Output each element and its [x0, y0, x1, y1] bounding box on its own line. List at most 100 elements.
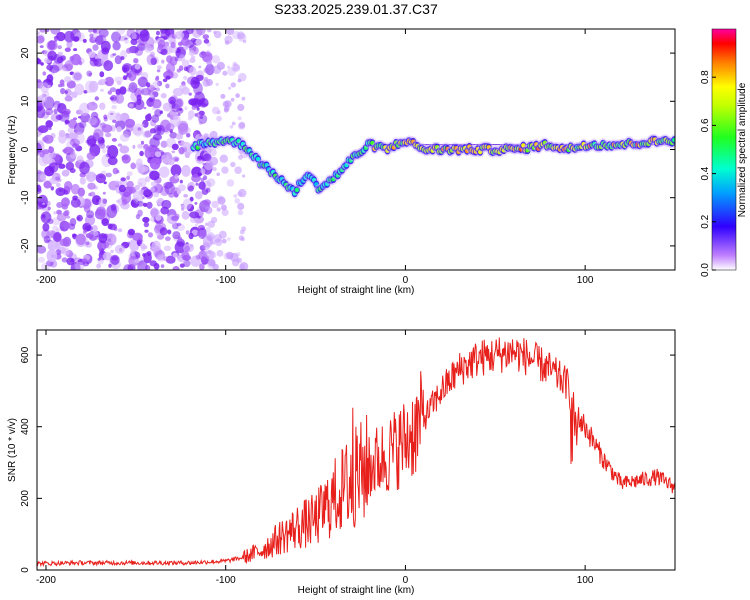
noise-blob — [152, 81, 160, 88]
noise-blob — [228, 86, 232, 90]
noise-blob — [209, 130, 218, 139]
ridge-core — [521, 143, 526, 148]
noise-blob — [87, 116, 98, 126]
noise-blob — [42, 149, 50, 155]
noise-blob — [71, 53, 82, 66]
noise-blob — [239, 262, 249, 270]
noise-blob — [37, 142, 42, 155]
y-tick-label: 200 — [20, 490, 31, 507]
noise-blob — [232, 30, 241, 40]
noise-blob — [58, 163, 66, 169]
noise-blob — [211, 106, 220, 115]
noise-blob — [37, 125, 49, 133]
noise-blob — [196, 107, 200, 111]
noise-blob — [128, 70, 137, 82]
noise-blob — [47, 50, 57, 61]
noise-blob — [74, 261, 85, 270]
noise-blob — [42, 222, 50, 232]
noise-blob — [236, 31, 245, 40]
noise-blob — [136, 43, 146, 51]
ridge-core — [195, 145, 200, 150]
noise-blob — [209, 156, 219, 166]
noise-blob — [78, 61, 83, 66]
noise-blob — [191, 105, 197, 110]
noise-blob — [101, 47, 110, 55]
noise-blob — [170, 164, 182, 177]
noise-blob — [150, 57, 157, 65]
noise-blob — [226, 179, 235, 187]
noise-blob — [48, 146, 55, 154]
noise-blob — [116, 29, 126, 35]
noise-blob — [114, 76, 124, 83]
noise-blob — [138, 189, 145, 197]
noise-blob — [96, 198, 99, 203]
noise-blob — [107, 110, 117, 121]
noise-blob — [114, 55, 122, 65]
noise-blob — [200, 168, 206, 175]
noise-blob — [71, 71, 83, 82]
noise-blob — [216, 249, 224, 257]
noise-blob — [101, 124, 113, 133]
noise-blob — [197, 155, 203, 160]
noise-blob — [188, 92, 192, 96]
noise-blob — [149, 137, 160, 148]
noise-blob — [117, 228, 123, 233]
noise-blob — [128, 255, 139, 267]
noise-blob — [238, 121, 246, 129]
colorbar-label: Normalized spectral amplitude — [737, 82, 748, 217]
noise-blob — [87, 182, 96, 190]
noise-blob — [242, 39, 247, 44]
noise-blob — [125, 47, 132, 54]
noise-blob — [95, 35, 104, 46]
noise-blob — [167, 229, 172, 235]
noise-blob — [111, 31, 121, 43]
noise-blob — [40, 174, 46, 181]
noise-blob — [61, 257, 68, 263]
noise-blob — [110, 95, 117, 102]
noise-blob — [176, 222, 182, 227]
noise-blob — [127, 241, 131, 245]
spectrogram-ridge — [188, 133, 675, 199]
noise-blob — [209, 239, 215, 245]
noise-blob — [209, 148, 217, 157]
noise-blob — [64, 76, 72, 83]
noise-blob — [48, 126, 52, 131]
noise-blob — [170, 41, 176, 49]
noise-blob — [85, 171, 97, 183]
noise-blob — [221, 238, 227, 244]
noise-blob — [183, 46, 188, 50]
noise-blob — [216, 115, 223, 122]
noise-blob — [236, 258, 241, 263]
noise-blob — [60, 88, 66, 95]
noise-blob — [133, 123, 144, 137]
noise-blob — [78, 116, 81, 119]
noise-blob — [103, 117, 108, 122]
noise-blob — [137, 143, 143, 149]
noise-blob — [74, 131, 85, 145]
y-tick-label: 0 — [20, 146, 31, 152]
noise-blob — [92, 128, 104, 141]
noise-blob — [126, 171, 133, 177]
noise-blob — [128, 82, 138, 93]
noise-blob — [237, 103, 245, 112]
noise-blob — [236, 257, 243, 264]
noise-blob — [237, 209, 244, 216]
noise-blob — [50, 29, 61, 35]
noise-blob — [98, 233, 108, 244]
noise-blob — [83, 229, 87, 233]
noise-blob — [211, 200, 219, 209]
noise-blob — [205, 227, 211, 233]
noise-blob — [52, 225, 58, 231]
noise-blob — [76, 155, 84, 163]
noise-blob — [202, 162, 207, 166]
noise-blob — [72, 117, 78, 121]
noise-blob — [91, 117, 101, 127]
noise-blob — [206, 232, 215, 241]
spectrogram-x-label: Height of straight line (km) — [298, 285, 415, 296]
noise-blob — [45, 120, 53, 128]
noise-blob — [242, 174, 246, 178]
noise-blob — [88, 29, 94, 33]
noise-blob — [120, 177, 126, 182]
noise-blob — [137, 76, 148, 88]
noise-blob — [136, 200, 144, 207]
